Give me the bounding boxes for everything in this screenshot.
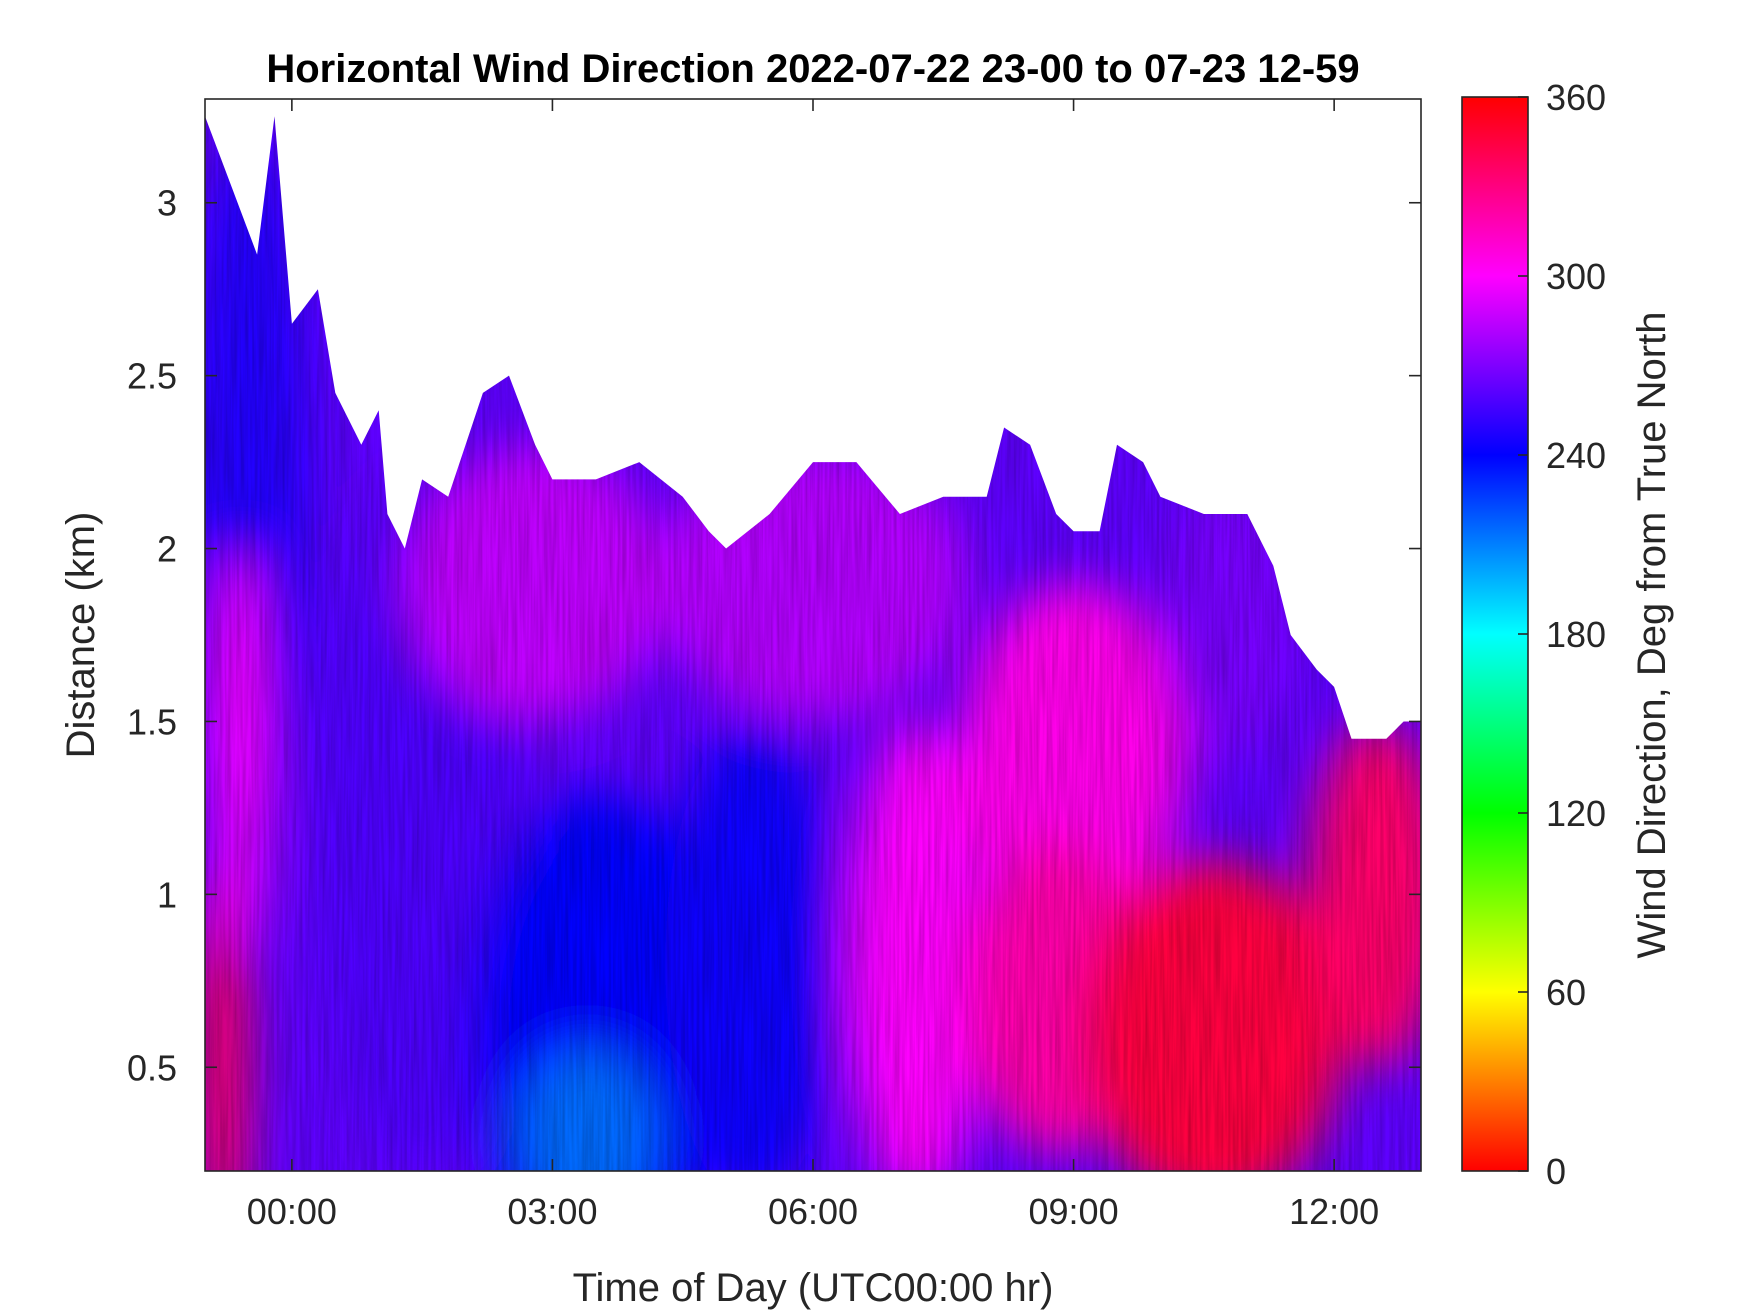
colorbar-tick-label: 60 (1546, 972, 1586, 1013)
heatmap-fill (205, 99, 1421, 1171)
colorbar-tick-label: 0 (1546, 1151, 1566, 1192)
chart-title: Horizontal Wind Direction 2022-07-22 23-… (266, 47, 1359, 91)
x-axis: 00:00 03:00 06:00 09:00 12:00 (247, 99, 1379, 1232)
colorbar-ticks: 0 60 120 180 240 300 360 (1518, 77, 1606, 1192)
x-axis-label: Time of Day (UTC00:00 hr) (573, 1266, 1054, 1310)
heatmap-image (205, 99, 1421, 1171)
y-tick-label: 1 (157, 874, 177, 915)
colorbar-tick-label: 120 (1546, 793, 1606, 834)
y-tick-label: 3 (157, 183, 177, 224)
colorbar-tick-label: 360 (1546, 77, 1606, 118)
colorbar-bar (1461, 96, 1529, 1172)
y-tick-label: 0.5 (127, 1047, 177, 1088)
y-tick-label: 2.5 (127, 356, 177, 397)
colorbar-tick-label: 240 (1546, 435, 1606, 476)
y-axis-label: Distance (km) (59, 512, 103, 759)
plot-area (205, 99, 1421, 1171)
y-axis: 0.5 1 1.5 2 2.5 3 (127, 183, 1421, 1088)
y-tick-label: 2 (157, 529, 177, 570)
x-tick-label: 06:00 (768, 1191, 858, 1232)
x-tick-label: 03:00 (507, 1191, 597, 1232)
colorbar-label: Wind Direction, Deg from True North (1630, 312, 1674, 959)
colorbar-tick-label: 300 (1546, 256, 1606, 297)
x-tick-label: 09:00 (1029, 1191, 1119, 1232)
heatmap-texture (205, 99, 1421, 1171)
x-tick-label: 12:00 (1289, 1191, 1379, 1232)
x-tick-label: 00:00 (247, 1191, 337, 1232)
y-tick-label: 1.5 (127, 701, 177, 742)
colorbar-tick-label: 180 (1546, 614, 1606, 655)
colorbar: 0 60 120 180 240 300 360 (1461, 77, 1606, 1192)
